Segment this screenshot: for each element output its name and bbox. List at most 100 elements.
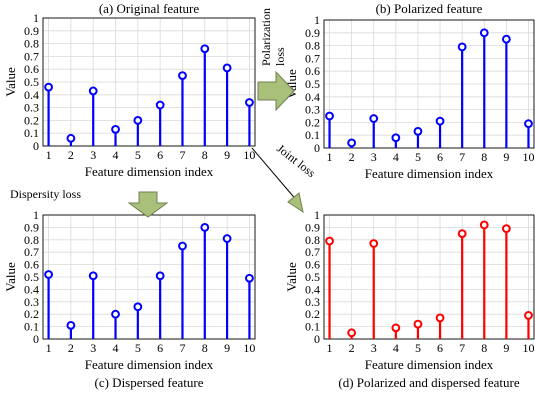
x-tick-label: 4 [393, 150, 399, 164]
stem-marker [44, 270, 53, 279]
x-tick-label: 8 [202, 341, 208, 355]
polarization-arrow: Polarization loss [257, 8, 295, 112]
y-tick-label: 0.2 [305, 115, 320, 129]
chart-panel-c: 00.10.20.30.40.50.60.70.80.911 2 3 4 5 6 7 8 9 10… [3, 208, 256, 390]
chart-panel-a: 00.10.20.30.40.50.60.70.80.911 2 3 4 5 6 7 8 9 10… [3, 1, 256, 179]
stem-marker [391, 133, 401, 143]
stem-marker [435, 116, 445, 126]
y-tick-label: 0.9 [305, 220, 320, 234]
stem-marker [133, 116, 143, 125]
x-tick-label: 10 [522, 341, 534, 355]
y-tick-label: 0.2 [305, 307, 320, 321]
stem-marker [413, 126, 423, 136]
x-tick-label: 5 [415, 341, 421, 355]
y-tick-label: 0.3 [24, 295, 39, 309]
y-tick-label: 0 [33, 332, 39, 346]
dispersity-label: Dispersity loss [10, 187, 81, 201]
y-tick-label: 0 [33, 139, 39, 153]
y-tick-label: 0.5 [305, 77, 320, 91]
y-tick-label: 0.5 [305, 270, 320, 284]
x-tick-label: 8 [481, 150, 487, 164]
joint-label: Joint loss [274, 141, 318, 180]
stem-marker [524, 119, 533, 129]
y-tick-label: 0.3 [24, 101, 39, 115]
stem-marker [178, 241, 187, 251]
stem-marker [369, 239, 379, 248]
x-axis-label: Feature dimension index [85, 164, 214, 179]
stem-marker [66, 133, 76, 143]
stem-marker [435, 313, 445, 323]
stem-marker [88, 271, 98, 281]
x-tick-label: 7 [459, 341, 465, 355]
stem-marker [111, 124, 120, 134]
x-tick-label: 1 [327, 150, 333, 164]
y-tick-label: 0.7 [24, 245, 39, 259]
x-tick-label: 9 [503, 341, 509, 355]
stem-marker [222, 63, 232, 73]
x-tick-label: 3 [371, 150, 377, 164]
y-tick-label: 0.1 [24, 126, 39, 140]
x-tick-label: 3 [371, 341, 377, 355]
stem-marker [133, 302, 143, 312]
x-tick-label: 6 [157, 148, 163, 162]
x-tick-label: 1 [46, 148, 52, 162]
y-tick-label: 0.4 [24, 88, 39, 102]
x-tick-label: 2 [68, 148, 74, 162]
y-tick-label: 0.6 [24, 62, 39, 76]
x-tick-label: 9 [224, 148, 230, 162]
x-tick-label: 6 [437, 150, 443, 164]
stem-marker [325, 236, 334, 246]
x-tick-label: 8 [202, 148, 208, 162]
chart-panel-d: 00.10.20.30.40.50.60.70.80.911 2 3 4 5 6 7 8 9 10… [284, 208, 534, 390]
stem-marker [457, 42, 467, 52]
y-tick-label: 0.6 [24, 258, 39, 272]
x-tick-label: 3 [90, 341, 96, 355]
y-tick-label: 0.8 [305, 39, 320, 53]
chart-title: (d) Polarized and dispersed feature [338, 375, 519, 390]
chart-title: (b) Polarized feature [376, 1, 483, 16]
joint-arrow: Joint loss [251, 141, 319, 214]
x-tick-label: 5 [415, 150, 421, 164]
stem-marker [66, 320, 76, 330]
y-tick-label: 0.7 [305, 51, 320, 65]
x-axis-label: Feature dimension index [85, 357, 214, 372]
stem-marker [155, 271, 165, 281]
y-tick-label: 0.5 [24, 270, 39, 284]
polarization-arrow-shape [257, 70, 295, 112]
x-tick-label: 7 [459, 150, 465, 164]
joint-arrow-head [287, 192, 304, 214]
y-tick-label: 0.1 [24, 320, 39, 334]
x-tick-label: 9 [224, 341, 230, 355]
y-tick-label: 0.3 [305, 295, 320, 309]
y-axis-label: Value [3, 262, 18, 292]
axes-frame-d [323, 214, 535, 340]
x-tick-label: 1 [46, 341, 52, 355]
x-tick-label: 6 [157, 341, 163, 355]
stem-marker [245, 273, 254, 283]
y-tick-label: 0.8 [305, 233, 320, 247]
y-tick-label: 0.7 [305, 245, 320, 259]
stem-marker [457, 229, 467, 239]
stem-marker [479, 220, 489, 230]
x-tick-label: 1 [327, 341, 333, 355]
stem-marker [222, 234, 232, 243]
dispersity-arrow-shape [127, 191, 169, 218]
y-tick-label: 1 [33, 11, 39, 25]
y-tick-label: 0.1 [305, 320, 320, 334]
x-tick-label: 5 [135, 148, 141, 162]
stem-marker [88, 86, 98, 96]
y-tick-label: 0.7 [24, 49, 39, 63]
x-tick-label: 4 [393, 341, 399, 355]
x-tick-label: 9 [503, 150, 509, 164]
y-tick-label: 0.8 [24, 233, 39, 247]
y-tick-label: 0.1 [305, 128, 320, 142]
stem-marker [178, 71, 187, 80]
polarization-label-line2: loss [273, 47, 287, 66]
x-tick-label: 4 [113, 148, 119, 162]
x-axis-label: Feature dimension index [365, 357, 494, 372]
y-tick-label: 0.9 [24, 24, 39, 38]
stem-marker [325, 111, 334, 121]
x-tick-label: 10 [243, 148, 255, 162]
axes-frame-b [323, 19, 535, 149]
y-tick-label: 0.4 [305, 90, 320, 104]
